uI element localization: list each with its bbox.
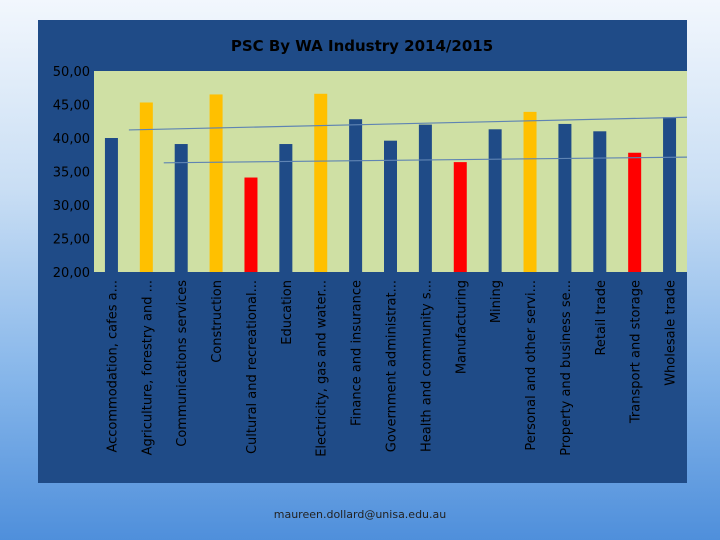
bar — [558, 123, 572, 273]
reference-line — [128, 116, 687, 131]
bars — [104, 93, 677, 273]
x-tick-label: Electricity, gas and water... — [315, 280, 330, 457]
y-tick-label: 30,00 — [53, 199, 90, 214]
bar — [418, 124, 432, 272]
x-tick-label: Health and community s... — [419, 280, 434, 452]
x-tick-label: Retail trade — [594, 280, 609, 356]
x-tick-label: Manufacturing — [454, 280, 469, 374]
chart-title: PSC By WA Industry 2014/2015 — [231, 37, 493, 55]
x-tick-label: Government administrat... — [385, 280, 400, 452]
y-tick-label: 35,00 — [53, 166, 90, 181]
bar — [523, 111, 537, 273]
x-tick-label: Cultural and recreational... — [245, 280, 260, 454]
y-tick-label: 25,00 — [53, 233, 90, 248]
x-tick-label: Transport and storage — [629, 280, 644, 424]
y-axis-ticks: 20,00 25,00 30,00 35,00 40,00 45,00 50,00 — [53, 65, 90, 281]
footer-email: maureen.dollard@unisa.edu.au — [273, 508, 447, 521]
bar — [593, 131, 607, 272]
reference-lines — [128, 116, 687, 164]
bar — [488, 129, 502, 272]
x-tick-label: Education — [280, 280, 295, 345]
bar — [244, 177, 258, 272]
bar — [174, 144, 188, 272]
x-tick-label: Agriculture, forestry and ... — [140, 280, 155, 455]
bar — [453, 162, 467, 272]
reference-line — [163, 156, 687, 164]
x-tick-label: Finance and insurance — [350, 280, 365, 426]
chart-panel: PSC By WA Industry 2014/2015 20,00 25,00 3… — [38, 20, 687, 483]
x-tick-label: Construction — [210, 280, 225, 363]
y-tick-label: 50,00 — [53, 65, 90, 80]
x-axis-labels: Accommodation, cafes a... Agriculture, fo… — [105, 280, 678, 457]
x-tick-label: Mining — [489, 280, 504, 323]
bar — [314, 93, 328, 272]
x-tick-label: Accommodation, cafes a... — [105, 280, 120, 453]
y-tick-label: 40,00 — [53, 132, 90, 147]
y-tick-label: 20,00 — [53, 266, 90, 281]
x-tick-label: Personal and other servi... — [524, 280, 539, 451]
x-tick-label: Communications services — [175, 280, 190, 447]
x-tick-label: Property and business se... — [559, 280, 574, 456]
bar — [139, 102, 153, 273]
bar — [209, 94, 223, 272]
bar — [628, 152, 642, 272]
x-tick-label: Wholesale trade — [664, 280, 679, 386]
bar — [104, 138, 118, 272]
bar — [663, 117, 677, 272]
bar-chart: PSC By WA Industry 2014/2015 20,00 25,00 3… — [38, 20, 687, 483]
bar — [349, 119, 363, 273]
y-tick-label: 45,00 — [53, 99, 90, 114]
bar — [384, 140, 397, 272]
bar — [279, 144, 293, 272]
